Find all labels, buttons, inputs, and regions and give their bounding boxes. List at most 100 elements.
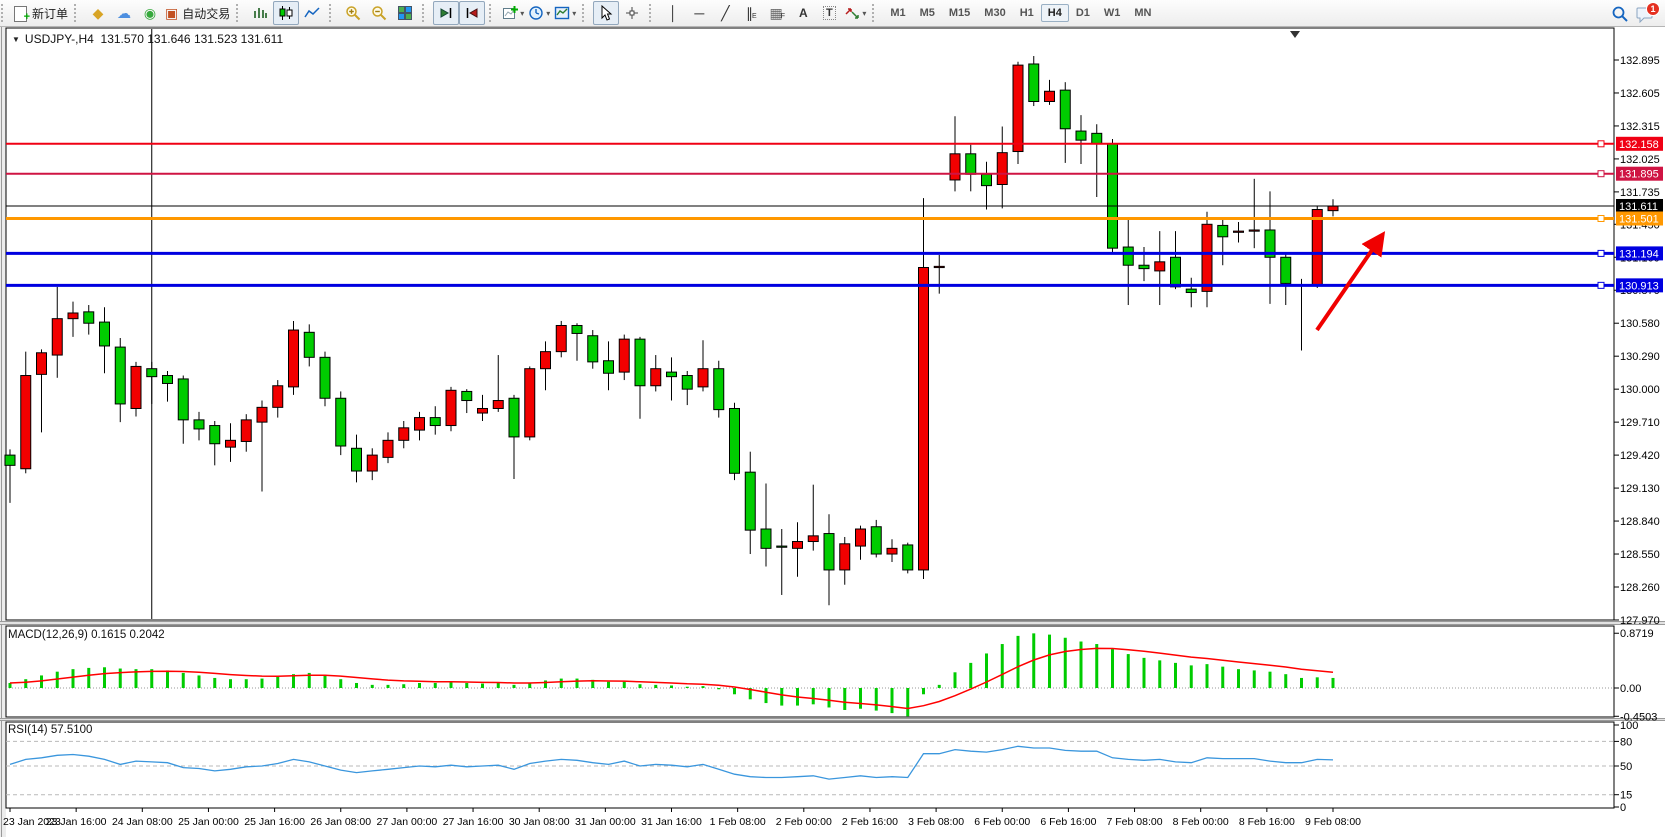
macd-bar bbox=[717, 688, 721, 690]
line-handle[interactable] bbox=[1597, 281, 1605, 289]
macd-bar bbox=[150, 669, 154, 688]
fibonacci-tool[interactable]: ▦ F bbox=[764, 1, 790, 25]
gold-button[interactable]: ◆ bbox=[85, 1, 111, 25]
arrows-tool[interactable]: ▾ bbox=[842, 1, 868, 25]
chart-shift-marker[interactable] bbox=[1290, 31, 1300, 38]
line-chart-button[interactable] bbox=[299, 1, 325, 25]
autotrade-button[interactable]: ▣ 自动交易 bbox=[163, 1, 232, 25]
line-handle[interactable] bbox=[1597, 170, 1605, 178]
candle-body bbox=[1311, 209, 1323, 287]
cursor-tool-button[interactable] bbox=[593, 1, 620, 25]
candle-body bbox=[1185, 288, 1197, 294]
macd-bar bbox=[1048, 634, 1051, 688]
zoom-out-button[interactable] bbox=[366, 1, 392, 25]
toolbar-grip bbox=[329, 4, 334, 22]
channel-tool[interactable]: ∥ E bbox=[738, 1, 764, 25]
community-button[interactable]: ☁ bbox=[111, 1, 137, 25]
candle-body bbox=[146, 368, 158, 378]
crosshair-tool-button[interactable] bbox=[619, 1, 645, 25]
new-order-button-label: 新订单 bbox=[32, 6, 69, 21]
auto-scroll-button[interactable] bbox=[459, 1, 486, 25]
vline-icon: │ bbox=[668, 5, 678, 21]
timeframe-button-d1[interactable]: D1 bbox=[1075, 7, 1090, 19]
macd-bar bbox=[1079, 641, 1083, 688]
vertical-line-tool[interactable]: │ bbox=[660, 1, 686, 25]
text-icon: A bbox=[798, 6, 808, 20]
candle-body bbox=[414, 417, 425, 431]
label-tool[interactable]: T bbox=[816, 1, 842, 25]
candle-body bbox=[681, 375, 693, 390]
price-axis-tick: 128.260 bbox=[1620, 582, 1660, 594]
zoom-in-button[interactable] bbox=[340, 1, 366, 25]
template-icon bbox=[555, 6, 570, 20]
candle-body bbox=[823, 533, 835, 571]
candle-body bbox=[461, 390, 473, 402]
bar-chart-button[interactable] bbox=[247, 1, 273, 25]
horizontal-line-object[interactable] bbox=[6, 140, 1614, 148]
price-axis-tick: 132.895 bbox=[1620, 55, 1660, 67]
macd-bar bbox=[24, 679, 28, 688]
candle-body bbox=[1059, 89, 1071, 130]
macd-bar bbox=[1095, 644, 1099, 688]
candlestick-button[interactable] bbox=[273, 1, 300, 25]
macd-bar bbox=[811, 688, 815, 705]
price-badge: 131.194 bbox=[1619, 248, 1659, 260]
line-handle[interactable] bbox=[1597, 249, 1605, 257]
macd-bar bbox=[528, 682, 532, 688]
price-axis-tick: 132.315 bbox=[1620, 121, 1660, 133]
macd-bar bbox=[465, 682, 469, 688]
candle-body bbox=[792, 541, 803, 549]
datafeed-button[interactable]: ◉ bbox=[137, 1, 163, 25]
text-tool[interactable]: A bbox=[790, 1, 816, 25]
macd-bar bbox=[559, 678, 563, 688]
chart-shift-button[interactable] bbox=[433, 1, 460, 25]
candle-body bbox=[1028, 63, 1040, 103]
symbol-dropdown-icon[interactable]: ▼ bbox=[12, 35, 20, 44]
timeframe-button-m30[interactable]: M30 bbox=[984, 7, 1006, 19]
price-badge: 132.158 bbox=[1619, 139, 1659, 151]
timeframe-button-m5[interactable]: M5 bbox=[919, 7, 935, 19]
horizontal-line-object[interactable] bbox=[6, 249, 1614, 257]
timeframe-button-h4[interactable]: H4 bbox=[1040, 4, 1069, 22]
chevron-down-icon[interactable]: ▾ bbox=[862, 8, 867, 18]
macd-axis-tick: 0.00 bbox=[1620, 683, 1641, 695]
candle-body bbox=[1091, 132, 1103, 145]
horizontal-line-tool[interactable]: ─ bbox=[686, 1, 712, 25]
add-indicator-button[interactable]: ▾ bbox=[500, 1, 526, 25]
trendline-tool[interactable]: ╱ bbox=[712, 1, 738, 25]
timeframe-button-m1[interactable]: M1 bbox=[890, 7, 906, 19]
tile-windows-icon bbox=[398, 6, 413, 20]
horizontal-line-object[interactable] bbox=[6, 214, 1614, 222]
price-axis-tick: 129.710 bbox=[1620, 417, 1660, 429]
rsi-indicator-label: RSI(14) 57.5100 bbox=[8, 724, 93, 736]
horizontal-line-object[interactable] bbox=[6, 170, 1614, 178]
chevron-down-icon[interactable]: ▾ bbox=[546, 8, 551, 18]
trend-arrow-annotation[interactable] bbox=[1315, 231, 1386, 332]
timeframe-button-mn[interactable]: MN bbox=[1134, 7, 1152, 19]
candle-body bbox=[981, 173, 992, 187]
chart-canvas[interactable]: 132.895132.605132.315132.025131.735131.4… bbox=[0, 27, 1665, 837]
macd-bar bbox=[764, 688, 768, 704]
macd-bar bbox=[874, 688, 878, 711]
periods-button[interactable]: ▾ bbox=[526, 1, 552, 25]
macd-panel: 0.8719 0.00 -0.4503 bbox=[6, 628, 1657, 723]
time-axis-label: 27 Jan 16:00 bbox=[443, 816, 504, 828]
new-order-button[interactable]: + 新订单 bbox=[12, 1, 70, 25]
timeframe-button-h1[interactable]: H1 bbox=[1019, 7, 1034, 19]
line-handle[interactable] bbox=[1597, 214, 1605, 222]
candle-body bbox=[760, 528, 772, 549]
notifications-button[interactable]: 1 bbox=[1633, 2, 1660, 26]
template-button[interactable]: ▾ bbox=[552, 1, 578, 25]
timeframe-button-w1[interactable]: W1 bbox=[1103, 7, 1121, 19]
search-button[interactable] bbox=[1607, 2, 1633, 26]
chevron-down-icon[interactable]: ▾ bbox=[520, 8, 525, 18]
line-handle[interactable] bbox=[1597, 140, 1605, 148]
macd-bar bbox=[103, 667, 106, 688]
candlestick-icon bbox=[279, 6, 293, 20]
timeframe-button-m15[interactable]: M15 bbox=[948, 7, 971, 19]
chat-icon: 1 bbox=[1636, 2, 1660, 24]
chevron-down-icon[interactable]: ▾ bbox=[572, 8, 577, 18]
tile-windows-button[interactable] bbox=[392, 1, 418, 25]
profile-icon: ☁ bbox=[117, 5, 132, 21]
